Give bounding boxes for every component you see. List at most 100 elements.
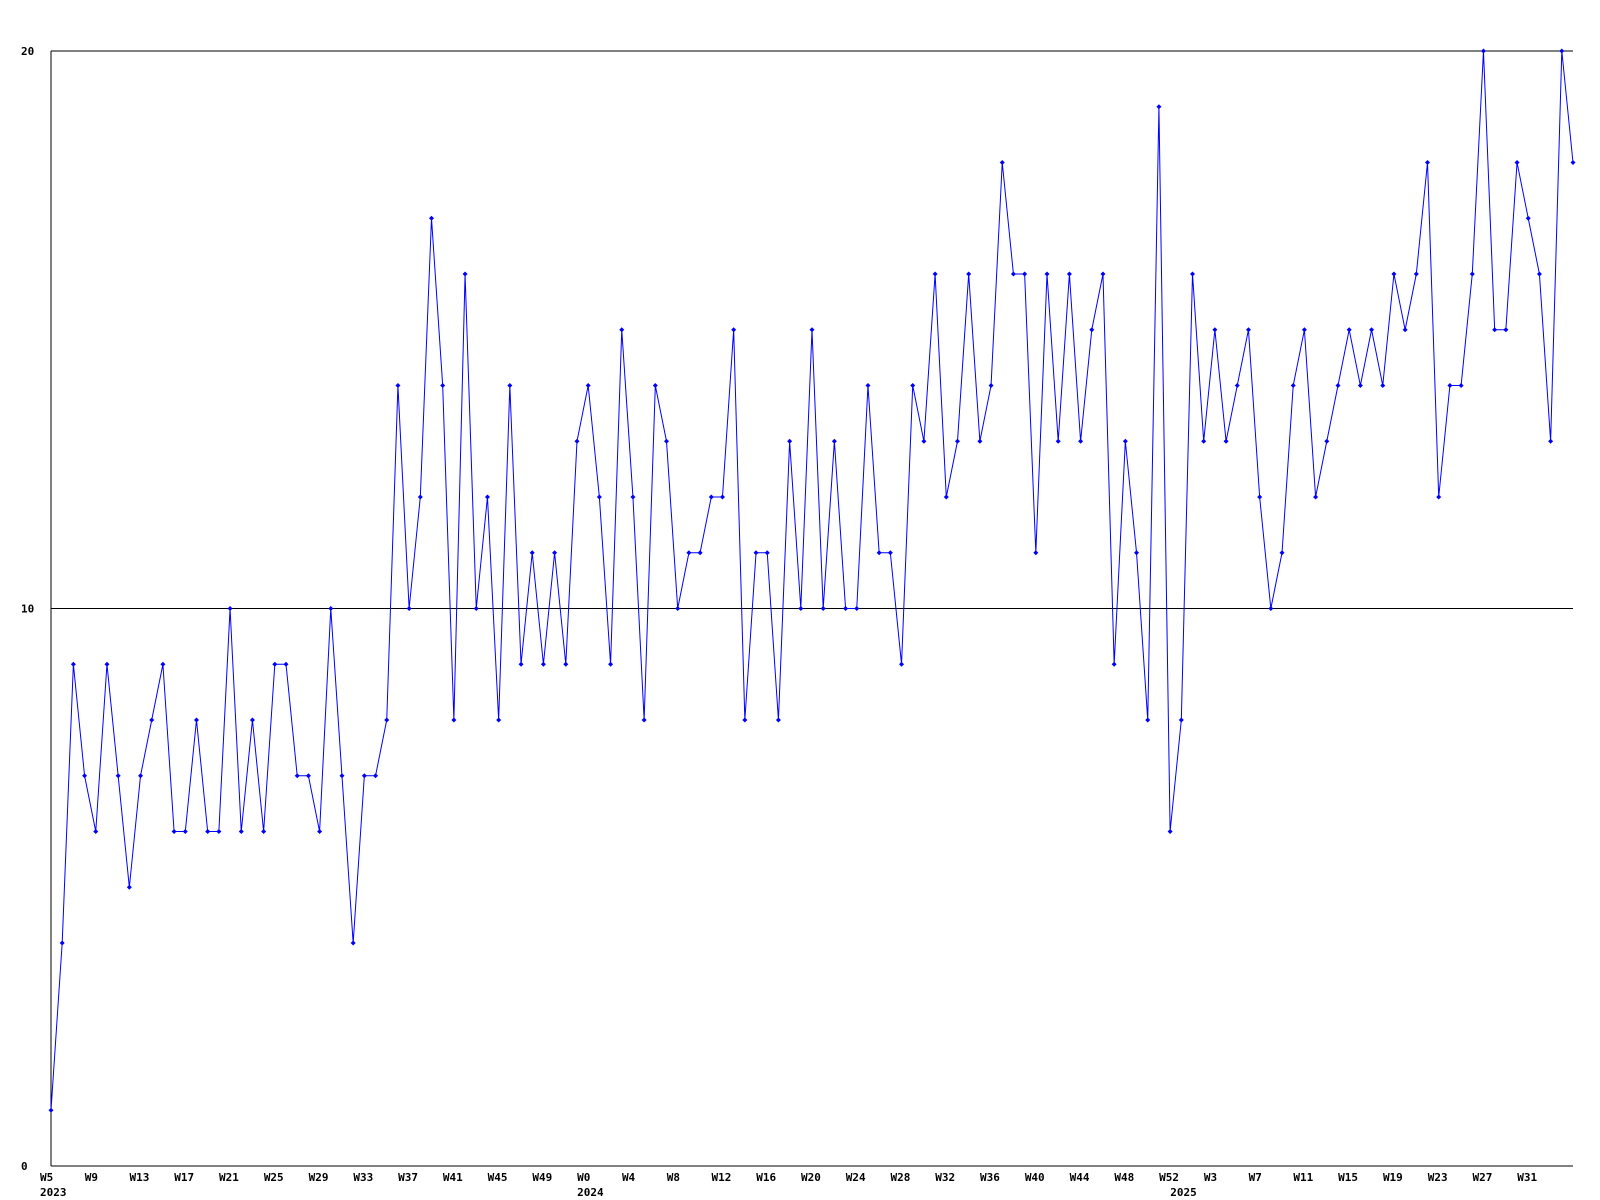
- data-point: [910, 383, 916, 388]
- x-tick-label: W52: [1159, 1171, 1179, 1184]
- data-point: [1503, 327, 1509, 333]
- data-point: [1268, 606, 1274, 611]
- data-point: [630, 494, 636, 500]
- data-point: [249, 717, 255, 723]
- data-point: [182, 829, 188, 834]
- data-point: [429, 215, 434, 221]
- data-point: [1201, 438, 1207, 444]
- data-point: [462, 271, 468, 277]
- x-tick-label: W21: [219, 1171, 239, 1184]
- data-point: [742, 717, 748, 723]
- x-tick-label: W7: [1249, 1171, 1262, 1184]
- data-point: [1357, 383, 1363, 388]
- data-point: [1257, 494, 1263, 500]
- data-point: [1436, 494, 1442, 500]
- data-point: [820, 606, 826, 611]
- x-tick-label: W31: [1517, 1171, 1537, 1184]
- data-point: [1536, 271, 1542, 277]
- data-point: [675, 606, 681, 611]
- data-point: [1022, 271, 1028, 277]
- x-tick-label: W24: [846, 1171, 866, 1184]
- data-point: [1134, 550, 1140, 556]
- data-point: [48, 1107, 54, 1113]
- data-point: [507, 383, 513, 388]
- data-point: [619, 327, 625, 333]
- data-point: [451, 717, 457, 723]
- data-point: [876, 550, 882, 556]
- data-point: [899, 661, 905, 667]
- data-point: [552, 550, 558, 556]
- data-point: [1480, 48, 1486, 54]
- x-tick-label: W25: [264, 1171, 284, 1184]
- data-point: [1402, 327, 1408, 333]
- data-point: [138, 773, 144, 779]
- data-point: [261, 829, 267, 834]
- data-point: [608, 661, 614, 667]
- data-point: [82, 773, 88, 779]
- data-point: [563, 661, 569, 667]
- data-point: [1324, 438, 1330, 444]
- y-tick-label: 10: [21, 603, 34, 616]
- data-point: [1223, 438, 1229, 444]
- data-point: [473, 606, 479, 611]
- data-point: [529, 550, 535, 556]
- x-tick-label: W28: [891, 1171, 911, 1184]
- data-point: [384, 717, 390, 723]
- data-point: [149, 717, 155, 723]
- data-point: [496, 717, 502, 723]
- x-tick-label: W49: [532, 1171, 552, 1184]
- data-point: [160, 661, 166, 667]
- data-point: [1245, 327, 1251, 333]
- data-point: [1380, 383, 1386, 388]
- data-point: [1234, 383, 1240, 388]
- data-point: [1458, 383, 1464, 388]
- data-point: [652, 383, 658, 388]
- data-point: [798, 606, 804, 611]
- data-point: [574, 438, 580, 444]
- data-point: [115, 773, 121, 779]
- x-tick-label: W37: [398, 1171, 418, 1184]
- x-tick-label: W33: [353, 1171, 373, 1184]
- data-point: [988, 383, 994, 388]
- data-point: [865, 383, 871, 388]
- data-point: [954, 438, 960, 444]
- x-tick-label: W36: [980, 1171, 1000, 1184]
- data-point: [596, 494, 602, 500]
- data-point: [294, 773, 300, 779]
- data-point: [1156, 104, 1162, 110]
- x-tick-label: W3: [1204, 1171, 1217, 1184]
- data-point: [417, 494, 423, 500]
- data-point: [1492, 327, 1498, 333]
- x-tick-label: W4: [622, 1171, 636, 1184]
- x-tick-label: W15: [1338, 1171, 1358, 1184]
- data-point: [70, 661, 76, 667]
- data-point: [1178, 717, 1184, 723]
- data-point: [686, 550, 692, 556]
- data-point: [1469, 271, 1475, 277]
- x-year-label: 2025: [1170, 1186, 1197, 1199]
- data-point: [339, 773, 345, 779]
- data-point: [1044, 271, 1050, 277]
- data-point: [831, 438, 837, 444]
- y-tick-label: 0: [21, 1160, 28, 1173]
- data-point: [1391, 271, 1397, 277]
- x-tick-label: W48: [1114, 1171, 1134, 1184]
- data-point: [1078, 438, 1084, 444]
- x-tick-label: W9: [85, 1171, 98, 1184]
- data-point: [708, 494, 714, 500]
- data-point: [1335, 383, 1341, 388]
- data-point: [395, 383, 401, 388]
- data-point: [227, 606, 233, 611]
- data-point: [787, 438, 793, 444]
- data-point: [719, 494, 725, 500]
- data-point: [59, 940, 65, 946]
- data-point: [373, 773, 379, 779]
- data-point: [518, 661, 524, 667]
- x-tick-label: W16: [756, 1171, 776, 1184]
- data-point: [1570, 160, 1576, 165]
- x-tick-label: W12: [711, 1171, 731, 1184]
- x-year-label: 2024: [577, 1186, 604, 1199]
- data-point: [1290, 383, 1296, 388]
- data-point: [664, 438, 670, 444]
